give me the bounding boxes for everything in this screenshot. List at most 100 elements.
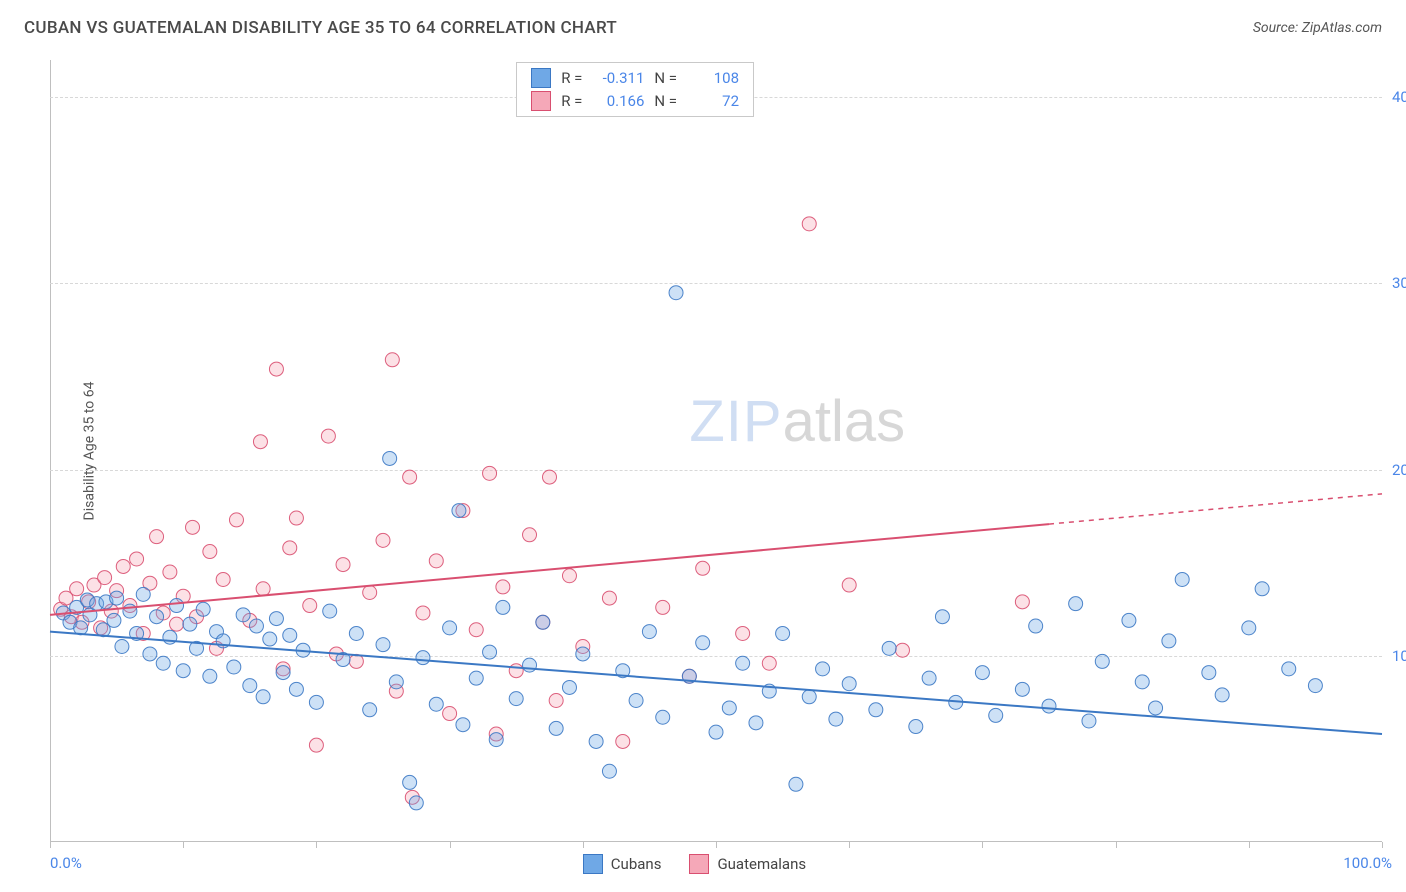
scatter-point: [1029, 619, 1043, 633]
scatter-point: [227, 660, 241, 674]
scatter-point: [283, 541, 297, 555]
scatter-point: [150, 530, 164, 544]
scatter-point: [802, 690, 816, 704]
scatter-point: [989, 708, 1003, 722]
scatter-point: [163, 565, 177, 579]
x-tick: [1116, 842, 1117, 848]
scatter-point: [789, 777, 803, 791]
scatter-point: [602, 591, 616, 605]
scatter-point: [629, 693, 643, 707]
scatter-point: [736, 626, 750, 640]
scatter-point: [256, 690, 270, 704]
scatter-point: [1015, 682, 1029, 696]
scatter-point: [722, 701, 736, 715]
scatter-point: [289, 511, 303, 525]
scatter-point: [336, 558, 350, 572]
scatter-point: [642, 625, 656, 639]
scatter-point: [269, 612, 283, 626]
scatter-point: [536, 615, 550, 629]
scatter-point: [1135, 675, 1149, 689]
scatter-point: [136, 587, 150, 601]
x-tick: [316, 842, 317, 848]
scatter-point: [289, 682, 303, 696]
scatter-point: [1242, 621, 1256, 635]
scatter-point: [1255, 582, 1269, 596]
legend-item-guatemalans: Guatemalans: [689, 854, 806, 874]
scatter-point: [489, 733, 503, 747]
chart-title: CUBAN VS GUATEMALAN DISABILITY AGE 35 TO…: [24, 18, 617, 38]
scatter-point: [842, 578, 856, 592]
scatter-point: [309, 738, 323, 752]
scatter-plot-svg: [50, 60, 1382, 842]
scatter-point: [549, 721, 563, 735]
source-label: Source: ZipAtlas.com: [1253, 20, 1382, 36]
scatter-point: [321, 429, 335, 443]
scatter-point: [183, 617, 197, 631]
scatter-point: [249, 619, 263, 633]
scatter-point: [749, 716, 763, 730]
x-tick: [849, 842, 850, 848]
scatter-point: [1162, 634, 1176, 648]
scatter-point: [110, 591, 124, 605]
scatter-point: [269, 362, 283, 376]
corr-row-cubans: R = -0.311 N = 108: [531, 67, 739, 90]
scatter-point: [203, 545, 217, 559]
scatter-point: [696, 636, 710, 650]
x-axis-max-label: 100.0%: [1343, 854, 1392, 872]
scatter-point: [1095, 654, 1109, 668]
scatter-point: [1175, 572, 1189, 586]
scatter-point: [523, 658, 537, 672]
scatter-point: [443, 621, 457, 635]
y-tick-label: 30.0%: [1392, 274, 1406, 292]
scatter-point: [1122, 613, 1136, 627]
scatter-point: [1069, 597, 1083, 611]
scatter-point: [376, 533, 390, 547]
scatter-point: [922, 671, 936, 685]
x-tick: [50, 842, 51, 848]
scatter-point: [829, 712, 843, 726]
scatter-point: [170, 617, 184, 631]
swatch-cubans-icon: [583, 854, 603, 874]
scatter-point: [443, 707, 457, 721]
scatter-point: [309, 695, 323, 709]
scatter-point: [483, 466, 497, 480]
scatter-point: [656, 600, 670, 614]
x-tick: [450, 842, 451, 848]
scatter-point: [143, 647, 157, 661]
scatter-point: [1202, 666, 1216, 680]
scatter-point: [376, 638, 390, 652]
scatter-point: [429, 697, 443, 711]
scatter-point: [1042, 699, 1056, 713]
scatter-point: [496, 580, 510, 594]
n-value-guatemalans: 72: [687, 90, 739, 113]
x-tick: [982, 842, 983, 848]
scatter-point: [389, 675, 403, 689]
scatter-point: [1149, 701, 1163, 715]
scatter-point: [452, 504, 466, 518]
scatter-point: [409, 796, 423, 810]
scatter-point: [549, 693, 563, 707]
series-legend: Cubans Guatemalans: [583, 854, 806, 874]
scatter-point: [1282, 662, 1296, 676]
scatter-point: [589, 734, 603, 748]
scatter-point: [456, 718, 470, 732]
scatter-point: [416, 606, 430, 620]
scatter-point: [363, 586, 377, 600]
scatter-point: [303, 599, 317, 613]
scatter-point: [263, 632, 277, 646]
scatter-point: [115, 640, 129, 654]
scatter-point: [523, 528, 537, 542]
legend-label-cubans: Cubans: [611, 855, 662, 873]
scatter-point: [509, 692, 523, 706]
scatter-point: [562, 680, 576, 694]
x-tick: [1382, 842, 1383, 848]
scatter-point: [1308, 679, 1322, 693]
scatter-point: [130, 552, 144, 566]
scatter-point: [186, 520, 200, 534]
r-value-cubans: -0.311: [592, 67, 644, 90]
scatter-point: [385, 353, 399, 367]
scatter-point: [403, 470, 417, 484]
scatter-point: [909, 720, 923, 734]
scatter-point: [975, 666, 989, 680]
scatter-point: [98, 571, 112, 585]
